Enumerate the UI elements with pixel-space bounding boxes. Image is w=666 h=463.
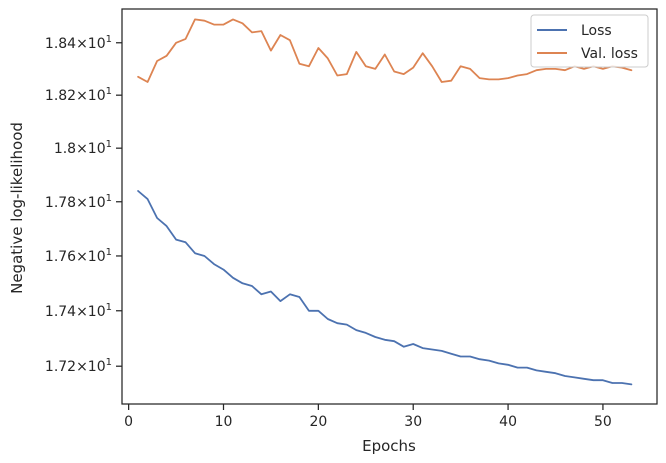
x-tick-label: 10 xyxy=(215,414,233,430)
y-axis-label: Negative log-likelihood xyxy=(8,122,26,294)
series-layer xyxy=(137,18,633,386)
y-tick-label: 1.72×101 xyxy=(45,357,112,375)
x-axis: 0 10 20 30 40 50 xyxy=(124,404,612,430)
legend: Loss Val. loss xyxy=(530,14,649,68)
x-tick-label: 20 xyxy=(309,414,327,430)
plot-area: 0 10 20 30 40 50 1.72×101 1.74×101 1.76×101 1.78… xyxy=(45,8,658,430)
x-axis-label: Epochs xyxy=(362,437,416,455)
legend-label-val-loss: Val. loss xyxy=(581,46,638,62)
y-tick-label: 1.82×101 xyxy=(45,86,112,104)
x-tick-label: 40 xyxy=(499,414,517,430)
y-tick-label: 1.84×101 xyxy=(45,34,112,52)
axes-frame xyxy=(121,8,658,405)
y-tick-label: 1.8×101 xyxy=(54,139,112,157)
x-tick-label: 30 xyxy=(404,414,422,430)
y-axis: 1.72×101 1.74×101 1.76×101 1.78×101 1.8×101 1… xyxy=(45,34,122,375)
y-tick-label: 1.76×101 xyxy=(45,247,112,265)
y-tick-label: 1.74×101 xyxy=(45,302,112,320)
x-tick-label: 0 xyxy=(124,414,133,430)
series-line-0 xyxy=(137,190,633,386)
legend-label-loss: Loss xyxy=(581,23,612,39)
series-line-1 xyxy=(137,18,633,83)
x-tick-label: 50 xyxy=(594,414,612,430)
y-tick-label: 1.78×101 xyxy=(45,193,112,211)
